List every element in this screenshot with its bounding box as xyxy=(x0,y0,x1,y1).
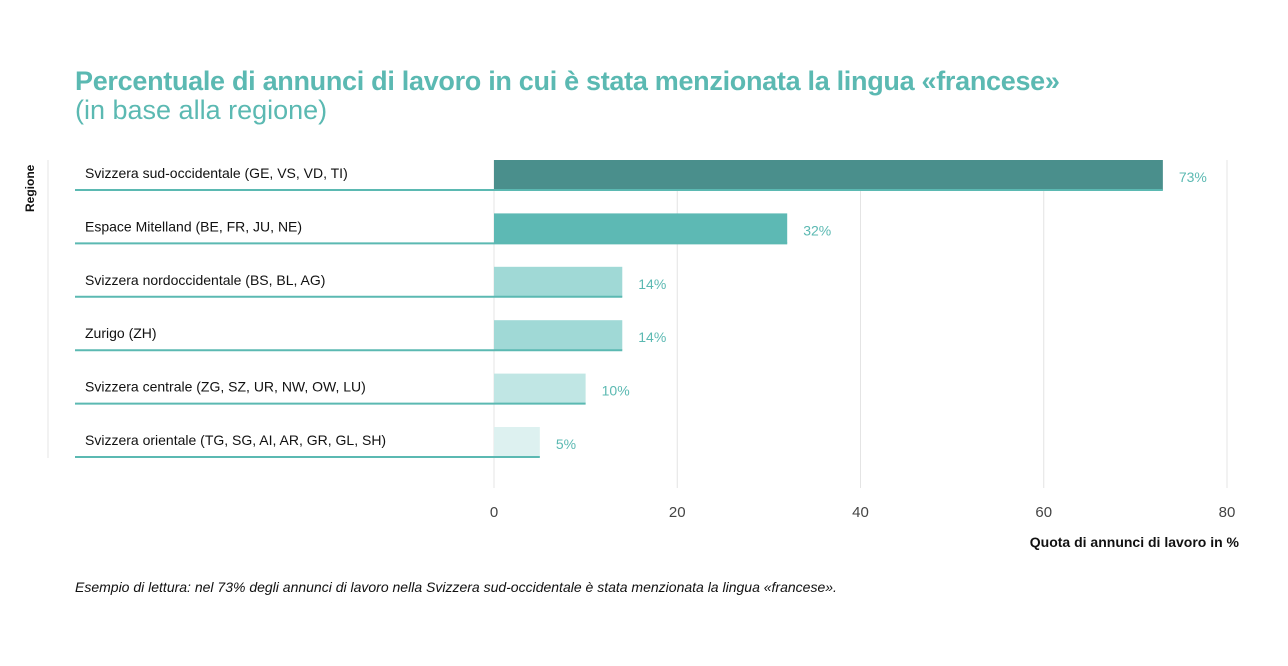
data-label: 14% xyxy=(638,276,666,292)
x-tick-label: 80 xyxy=(1219,504,1236,521)
bar xyxy=(494,373,586,404)
data-label: 5% xyxy=(556,436,576,452)
data-label: 32% xyxy=(803,222,831,238)
x-tick-label: 0 xyxy=(490,504,498,521)
reading-example-note: Esempio di lettura: nel 73% degli annunc… xyxy=(75,579,837,595)
category-label: Svizzera orientale (TG, SG, AI, AR, GR, … xyxy=(85,432,386,448)
bar xyxy=(494,427,540,457)
x-tick-label: 20 xyxy=(669,504,686,521)
bar xyxy=(494,213,788,244)
category-label: Svizzera sud-occidentale (GE, VS, VD, TI… xyxy=(85,165,348,181)
chart-subtitle: (in base alla regione) xyxy=(75,95,328,125)
chart-title: Percentuale di annunci di lavoro in cui … xyxy=(75,66,1060,96)
x-tick-label: 40 xyxy=(852,504,869,521)
data-label: 10% xyxy=(602,383,630,399)
data-label: 73% xyxy=(1179,169,1207,185)
bar xyxy=(494,160,1163,190)
data-label: 14% xyxy=(638,329,666,345)
x-tick-label: 60 xyxy=(1035,504,1052,521)
category-label: Zurigo (ZH) xyxy=(85,325,157,341)
x-axis-label: Quota di annunci di lavoro in % xyxy=(1029,534,1239,550)
bar xyxy=(494,320,623,351)
category-label: Svizzera nordoccidentale (BS, BL, AG) xyxy=(85,272,325,288)
category-label: Svizzera centrale (ZG, SZ, UR, NW, OW, L… xyxy=(85,379,366,395)
bar xyxy=(494,266,623,297)
category-label: Espace Mitelland (BE, FR, JU, NE) xyxy=(85,218,302,234)
